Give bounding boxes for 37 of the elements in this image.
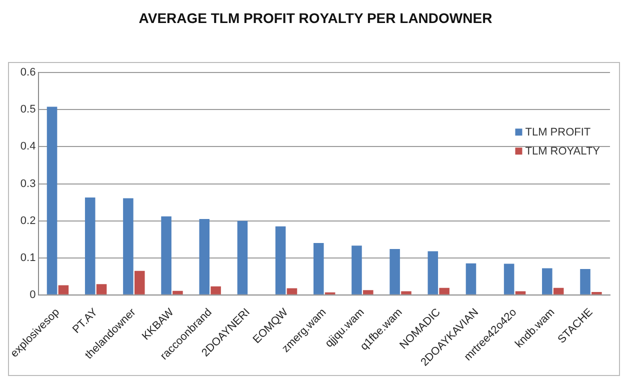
- bar: [542, 268, 552, 294]
- y-tick-label: 0.5: [20, 104, 36, 116]
- bar: [275, 226, 286, 294]
- bar: [390, 248, 400, 294]
- chart-title: AVERAGE TLM PROFIT ROYALTY PER LANDOWNER: [138, 10, 494, 26]
- bar: [172, 290, 183, 294]
- bar: [401, 291, 412, 294]
- y-tick-label: 0.4: [20, 140, 36, 153]
- bar: [58, 285, 69, 294]
- bar: [161, 216, 172, 294]
- y-tick-label: 0.6: [20, 66, 36, 79]
- bar: [96, 284, 107, 294]
- bar: [592, 292, 602, 294]
- bar: [123, 198, 134, 294]
- bar: [199, 218, 210, 294]
- bar: [439, 288, 450, 294]
- y-tick-label: 0.1: [20, 252, 36, 264]
- bar: [134, 270, 145, 294]
- legend-label: TLM PROFIT: [525, 126, 591, 139]
- bar: [553, 288, 564, 294]
- bar: [428, 251, 438, 294]
- y-tick-label: 0: [30, 288, 36, 301]
- bar: [363, 290, 374, 294]
- y-tick-label: 0.2: [20, 214, 36, 227]
- bar: [237, 220, 248, 294]
- bar: [313, 243, 324, 294]
- bar: [210, 286, 221, 294]
- bar: [352, 246, 362, 294]
- bar: [504, 264, 514, 294]
- bar: [466, 263, 476, 294]
- bar: [286, 288, 298, 294]
- bar: [515, 291, 526, 294]
- bar: [46, 106, 58, 294]
- bar: [84, 197, 96, 294]
- legend-label: TLM ROYALTY: [525, 146, 601, 158]
- bar: [580, 268, 590, 294]
- y-tick-label: 0.3: [20, 178, 36, 190]
